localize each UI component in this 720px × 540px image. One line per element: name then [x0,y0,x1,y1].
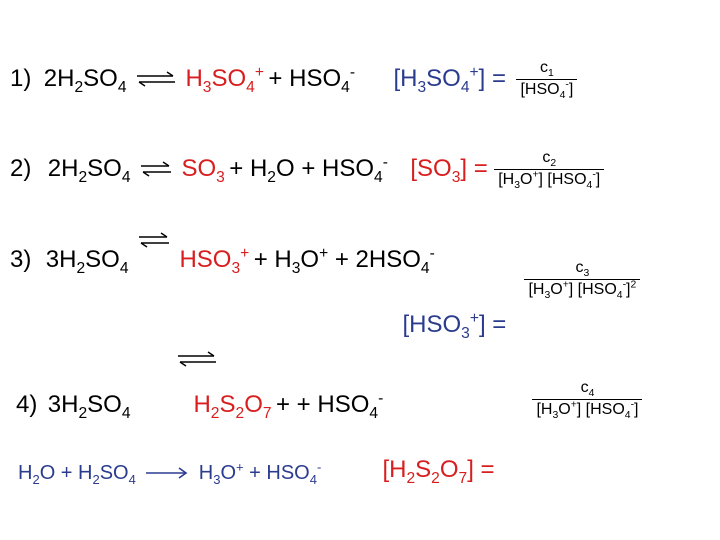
eq3-frac-den: [H3O+] [HSO4-]2 [524,279,640,299]
eq1-fraction: c1 [HSO4-] [516,60,577,99]
eq1-frac-num: c1 [516,60,577,79]
eq5-lhs: H2O + H2SO4 [18,458,136,488]
eq2-product-1: SO3 [181,154,224,184]
eq4-frac-den: [H3O+] [HSO4-] [532,399,642,419]
eq1-number: 1) [10,64,31,94]
eq2-conc-lhs: [SO3] = [410,154,487,184]
eq4-frac-num: c4 [532,380,642,399]
eq2-fraction: c2 [H3O+] [HSO4-] [494,150,604,189]
eq1-lhs: 2H2SO4 [44,64,127,94]
eq3-frac-num: c3 [524,260,640,279]
eq2-number: 2) [10,154,31,184]
eq-row-5: H2O + H2SO4 H3O+ + HSO4- [0,458,720,488]
eq-row-4-frac: c4 [H3O+] [HSO4-] [0,380,720,419]
eq3-fraction: c3 [H3O+] [HSO4-]2 [524,260,640,299]
equilibrium-arrow-icon [135,70,177,88]
equilibrium-arrow-icon [137,231,171,249]
eq1-frac-den: [HSO4-] [516,79,577,99]
eq1-product-rest: + HSO4- [268,64,355,94]
eq5-rhs: H3O+ + HSO4- [199,458,322,488]
eq-row-2: 2) 2H2SO4 SO3 + H2O + HSO4- [SO3] = c2 [… [0,150,720,189]
eq2-frac-den: [H3O+] [HSO4-] [494,169,604,189]
eq1-product-1: H3SO4+ [185,64,264,94]
eq-row-3-conc: [HSO3+] = [0,310,720,340]
equilibrium-arrow-icon [139,160,173,178]
equilibrium-arrow-icon [176,350,218,368]
eq-row-4-arrow [0,350,720,368]
eq-row-3-frac: c3 [H3O+] [HSO4-]2 [0,260,720,299]
eq4-fraction: c4 [H3O+] [HSO4-] [532,380,642,419]
eq2-frac-num: c2 [494,150,604,169]
eq2-product-rest: + H2O + HSO4- [229,154,388,184]
eq2-lhs: 2H2SO4 [48,154,131,184]
eq3-conc-lhs: [HSO3+] = [402,310,506,340]
eq-row-1: 1) 2H2SO4 H3SO4+ + HSO4- [H3SO4+] = c1 [… [0,60,720,99]
arrow-right-icon [144,467,190,479]
eq1-conc-lhs: [H3SO4+] = [393,64,506,94]
